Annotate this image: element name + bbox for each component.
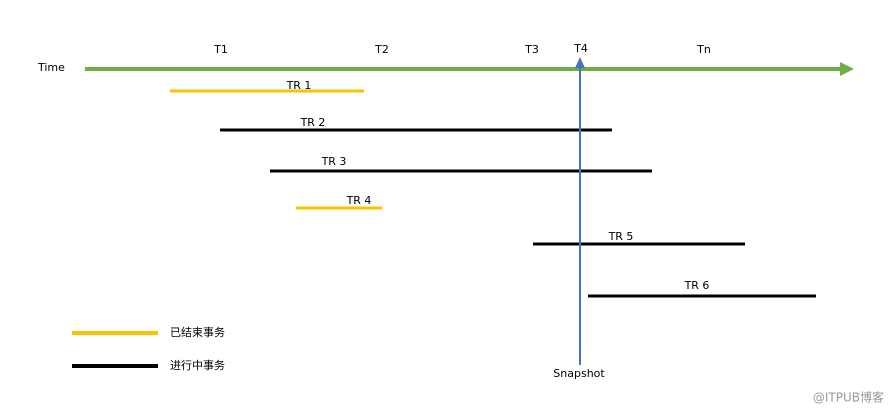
snapshot-arrow bbox=[575, 57, 585, 68]
time-tick: T3 bbox=[524, 43, 539, 56]
time-tick: T2 bbox=[374, 43, 389, 56]
transaction-label: TR 3 bbox=[321, 155, 347, 168]
snapshot-label: Snapshot bbox=[553, 367, 605, 380]
legend-label: 进行中事务 bbox=[170, 359, 225, 372]
time-tick: Tn bbox=[696, 43, 711, 56]
watermark: @ITPUB博客 bbox=[813, 390, 884, 405]
transaction-label: TR 1 bbox=[286, 79, 312, 92]
transaction-label: TR 2 bbox=[300, 116, 326, 129]
time-tick: T4 bbox=[573, 42, 588, 55]
time-tick: T1 bbox=[213, 43, 228, 56]
legend-label: 已结束事务 bbox=[170, 326, 225, 339]
axis-label: Time bbox=[37, 61, 65, 74]
transaction-label: TR 5 bbox=[608, 230, 634, 243]
transaction-label: TR 6 bbox=[684, 279, 710, 292]
transaction-label: TR 4 bbox=[346, 194, 372, 207]
time-axis-arrow bbox=[840, 62, 854, 76]
